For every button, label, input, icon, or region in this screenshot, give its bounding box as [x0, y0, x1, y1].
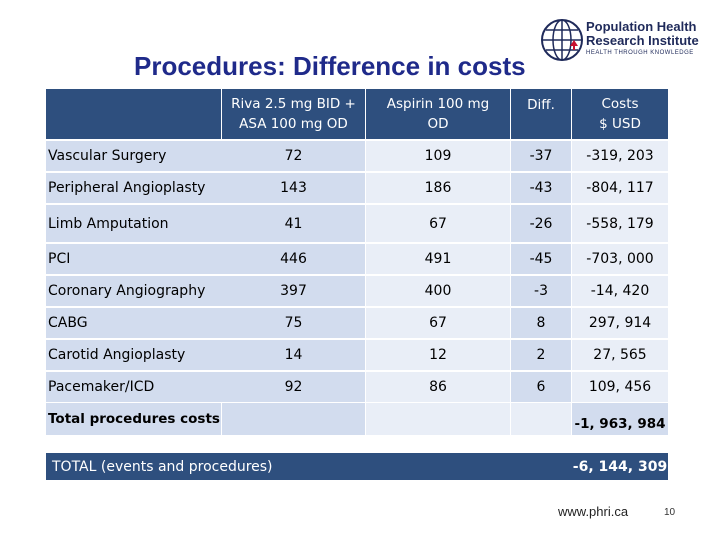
header-riva: Riva 2.5 mg BID + ASA 100 mg OD — [222, 89, 365, 139]
table-cell-aspirin: 400 — [366, 276, 510, 306]
table-cell-riva: 72 — [222, 141, 365, 171]
table-cell-aspirin: 186 — [366, 173, 510, 203]
total-events-label: TOTAL (events and procedures) — [52, 458, 273, 475]
table-cell-riva: 41 — [222, 205, 365, 242]
table-cell-diff: 6 — [511, 372, 571, 402]
table-cell-aspirin: 86 — [366, 372, 510, 402]
total-events-value: -6, 144, 309 — [572, 458, 668, 475]
total-procedures-blank-diff — [511, 403, 571, 435]
table-cell-riva: 446 — [222, 244, 365, 274]
header-aspirin: Aspirin 100 mg OD — [366, 89, 510, 139]
header-blank-cell — [46, 89, 221, 139]
table-cell-label: Peripheral Angioplasty — [46, 173, 223, 203]
table-cell-aspirin: 67 — [366, 205, 510, 242]
header-costs: Costs $ USD — [572, 89, 668, 139]
table-cell-costs: 109, 456 — [572, 372, 668, 402]
table-cell-aspirin: 67 — [366, 308, 510, 338]
table-cell-riva: 397 — [222, 276, 365, 306]
table-cell-diff: -45 — [511, 244, 571, 274]
table-cell-riva: 92 — [222, 372, 365, 402]
table-cell-diff: -43 — [511, 173, 571, 203]
table-cell-aspirin: 109 — [366, 141, 510, 171]
table-cell-label: Pacemaker/ICD — [46, 372, 223, 402]
footer-url[interactable]: www.phri.ca — [558, 504, 629, 519]
table-cell-label: Carotid Angioplasty — [46, 340, 223, 370]
table-cell-aspirin: 12 — [366, 340, 510, 370]
table-cell-diff: 2 — [511, 340, 571, 370]
slide-title: Procedures: Difference in costs — [134, 51, 526, 81]
header-diff: Diff. — [511, 89, 571, 139]
table-cell-aspirin: 491 — [366, 244, 510, 274]
total-procedures-blank-riva — [222, 403, 365, 435]
table-cell-diff: 8 — [511, 308, 571, 338]
table-cell-diff: -37 — [511, 141, 571, 171]
total-procedures-blank-aspirin — [366, 403, 510, 435]
logo-line-1: Population Health — [586, 19, 697, 34]
phri-logo: Population Health Research Institute HEA… — [540, 16, 710, 66]
table-cell-costs: -319, 203 — [572, 141, 668, 171]
total-procedures-label: Total procedures costs — [46, 403, 221, 435]
table-cell-costs: 27, 565 — [572, 340, 668, 370]
logo-tagline: HEALTH THROUGH KNOWLEDGE — [586, 50, 694, 56]
table-cell-label: Vascular Surgery — [46, 141, 223, 171]
table-cell-costs: -14, 420 — [572, 276, 668, 306]
table-cell-costs: -703, 000 — [572, 244, 668, 274]
table-cell-diff: -3 — [511, 276, 571, 306]
logo-line-2: Research Institute — [586, 33, 699, 48]
table-cell-costs: -558, 179 — [572, 205, 668, 242]
globe-icon — [541, 19, 583, 61]
total-procedures-value: -1, 963, 984 — [572, 403, 668, 435]
table-cell-label: CABG — [46, 308, 223, 338]
total-events-bar — [46, 453, 668, 480]
table-cell-riva: 143 — [222, 173, 365, 203]
table-cell-riva: 75 — [222, 308, 365, 338]
table-cell-diff: -26 — [511, 205, 571, 242]
page-number: 10 — [664, 507, 676, 518]
table-cell-costs: 297, 914 — [572, 308, 668, 338]
table-cell-riva: 14 — [222, 340, 365, 370]
table-cell-label: PCI — [46, 244, 223, 274]
table-cell-label: Limb Amputation — [46, 205, 223, 242]
table-cell-label: Coronary Angiography — [46, 276, 223, 306]
table-cell-costs: -804, 117 — [572, 173, 668, 203]
